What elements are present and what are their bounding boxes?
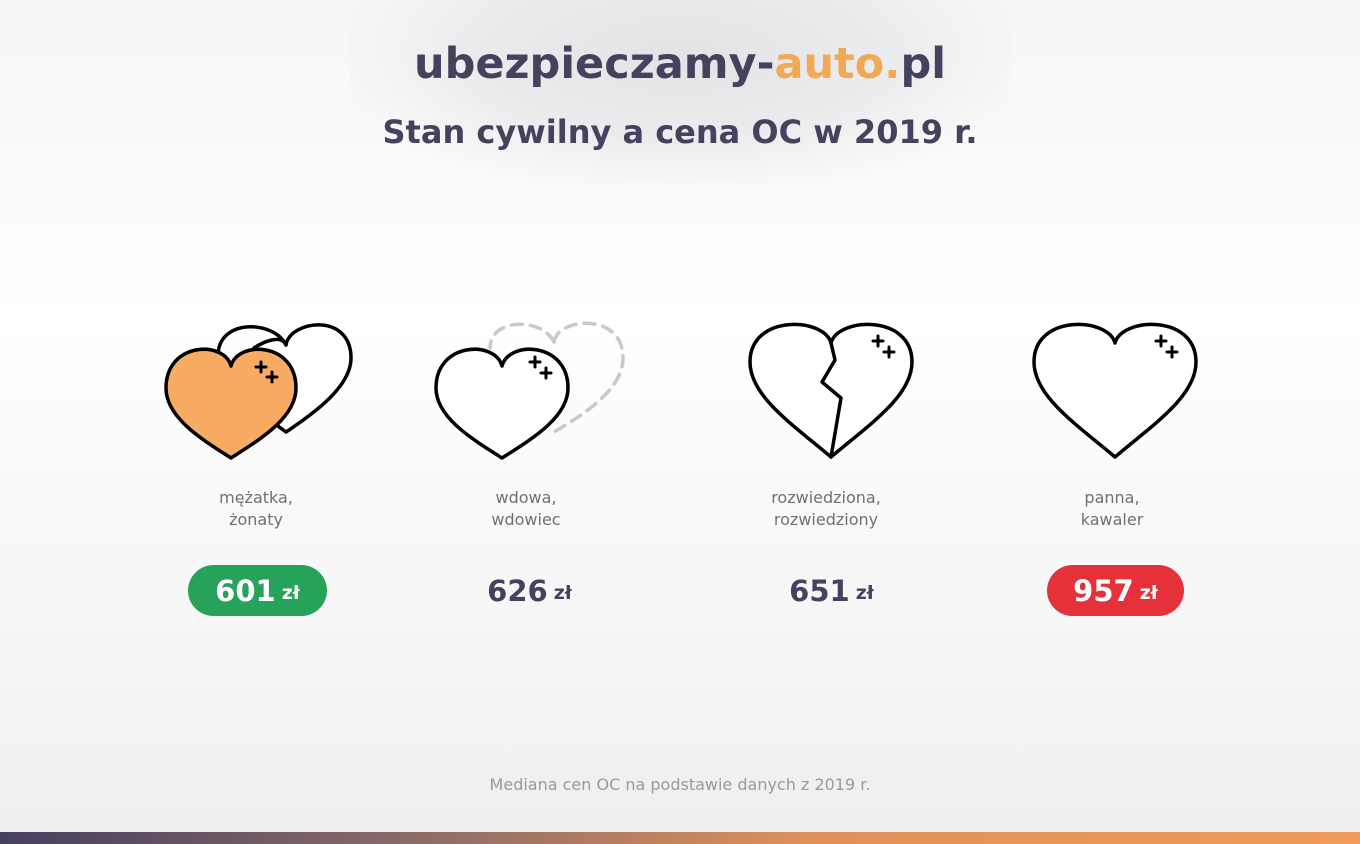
- header-background: [350, 0, 1010, 185]
- price-badge-lowest: 601 zł: [188, 565, 327, 616]
- broken-heart-icon: [742, 300, 922, 470]
- two-hearts-icon: [158, 300, 358, 470]
- status-label-line: panna,: [1084, 488, 1140, 507]
- price-currency: zł: [855, 581, 874, 604]
- status-label-line: wdowa,: [495, 488, 557, 507]
- bottom-gradient-bar: [0, 832, 1360, 844]
- status-label: rozwiedziona, rozwiedziony: [696, 487, 956, 531]
- status-label-line: rozwiedziona,: [771, 488, 881, 507]
- price-value: 601: [215, 573, 276, 608]
- status-label: mężatka, żonaty: [126, 487, 386, 531]
- status-label-line: mężatka,: [219, 488, 293, 507]
- status-label: wdowa, wdowiec: [396, 487, 656, 531]
- price-badge-highest: 957 zł: [1047, 565, 1184, 616]
- price-value: 957: [1073, 573, 1134, 608]
- status-label-line: wdowiec: [491, 510, 561, 529]
- footnote: Mediana cen OC na podstawie danych z 201…: [489, 775, 871, 794]
- status-label-line: rozwiedziony: [773, 510, 879, 529]
- price-currency: zł: [281, 581, 300, 604]
- price-currency: zł: [553, 581, 572, 604]
- page-title: Stan cywilny a cena OC w 2019 r.: [382, 113, 978, 151]
- status-label-line: kawaler: [1080, 510, 1144, 529]
- status-label-line: żonaty: [229, 510, 283, 529]
- price-value: 626: [487, 573, 548, 608]
- brand-logo: ubezpieczamy-auto.pl: [0, 34, 1360, 94]
- widowed-heart-icon: [430, 300, 630, 470]
- price-value: 651: [789, 573, 850, 608]
- status-label: panna, kawaler: [982, 487, 1242, 531]
- price-badge: 626 zł: [460, 565, 599, 616]
- price-currency: zł: [1139, 581, 1158, 604]
- price-badge: 651 zł: [762, 565, 901, 616]
- brand-prefix: ubezpieczamy-: [413, 39, 775, 89]
- brand-accent: auto.: [774, 39, 901, 89]
- brand-suffix: pl: [900, 39, 947, 89]
- single-heart-icon: [1025, 300, 1205, 470]
